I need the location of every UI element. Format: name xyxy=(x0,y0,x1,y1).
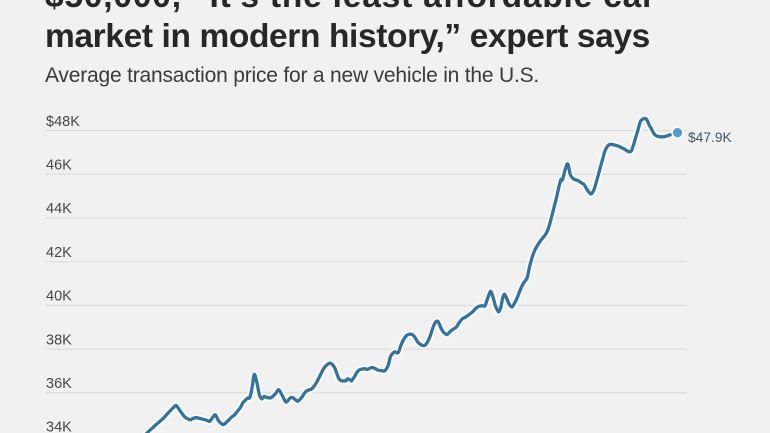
svg-text:44K: 44K xyxy=(46,201,72,217)
svg-text:40K: 40K xyxy=(46,289,72,305)
svg-text:36K: 36K xyxy=(46,376,72,392)
svg-text:46K: 46K xyxy=(46,158,72,174)
svg-text:34K: 34K xyxy=(46,420,72,433)
svg-text:$47.9K: $47.9K xyxy=(688,130,733,145)
svg-text:38K: 38K xyxy=(46,332,72,348)
svg-text:$48K: $48K xyxy=(46,114,80,130)
svg-text:42K: 42K xyxy=(46,245,72,261)
